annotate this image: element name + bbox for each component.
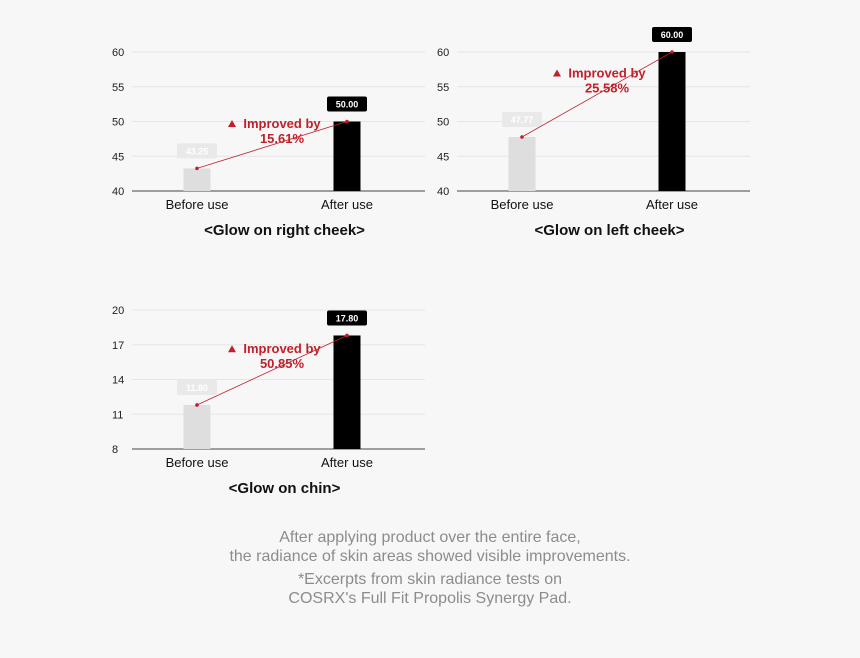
value-badge — [652, 27, 692, 42]
y-tick-label: 40 — [437, 186, 449, 198]
y-tick-label: 60 — [437, 47, 449, 59]
value-badge — [177, 143, 217, 159]
value-badge — [327, 310, 367, 326]
bar-after — [333, 121, 361, 191]
y-tick-label: 45 — [437, 151, 449, 163]
y-tick-label: 8 — [112, 444, 118, 456]
y-tick-label: 60 — [112, 47, 124, 59]
chart-left-cheek: 40 45 50 55 60 Before use After use 47.77 60.00 I… — [425, 20, 765, 246]
footer-line-4: COSRX's Full Fit Propolis Synergy Pad. — [288, 590, 572, 607]
value-badge — [502, 111, 542, 127]
y-tick-label: 55 — [112, 82, 124, 94]
up-arrow-icon — [228, 119, 236, 127]
value-dot — [195, 166, 199, 171]
chart-svg: 8 11 14 17 20 Before use After use 11.80 17.80 Im… — [112, 305, 425, 497]
value-dot — [195, 403, 199, 407]
up-arrow-icon — [553, 69, 561, 77]
x-tick-label: Before use — [166, 455, 229, 470]
value-label: 11.80 — [186, 383, 208, 393]
y-tick-label: 55 — [437, 82, 449, 94]
footer-note: After applying product over the entire f… — [0, 528, 860, 608]
y-tick-label: 50 — [112, 117, 124, 129]
value-badge — [177, 379, 217, 395]
chart-title: <Glow on chin> — [229, 480, 341, 497]
value-label: 43.25 — [186, 146, 209, 156]
x-tick-label: After use — [646, 197, 698, 212]
x-tick-label: After use — [321, 197, 373, 212]
x-tick-label: Before use — [166, 197, 229, 212]
y-tick-label: 11 — [112, 409, 123, 421]
chart-title: <Glow on left cheek> — [534, 222, 684, 239]
y-tick-label: 45 — [112, 151, 124, 163]
chart-svg: 40 45 50 55 60 Before use After use 47.77 60.00 I… — [437, 27, 750, 239]
improvement-label: Improved by — [568, 65, 646, 80]
bar-after — [658, 52, 686, 191]
x-tick-label: Before use — [491, 197, 554, 212]
chart-title: <Glow on right cheek> — [204, 222, 365, 239]
footer-line-2: the radiance of skin areas showed visibl… — [229, 548, 631, 565]
trend-line — [521, 51, 673, 138]
value-label: 50.00 — [336, 100, 359, 110]
bar-before — [183, 404, 211, 449]
value-badge — [327, 96, 367, 112]
footer-line-1: After applying product over the entire f… — [279, 529, 581, 546]
chart-chin: 8 11 14 17 20 Before use After use 11.80 17.80 Im… — [100, 296, 440, 506]
improvement-value: 50.85% — [260, 356, 305, 371]
y-tick-label: 50 — [437, 117, 449, 129]
improvement-label: Improved by — [243, 341, 321, 356]
trend-line — [196, 121, 348, 169]
y-tick-label: 20 — [112, 305, 124, 317]
chart-right-cheek: 40 45 50 55 60 Before use After use 43.25 50.00 I… — [100, 36, 440, 246]
y-tick-label: 40 — [112, 186, 124, 198]
chart-svg: 40 45 50 55 60 Before use After use 43.25 50.00 I… — [112, 47, 425, 239]
value-label: 60.00 — [661, 30, 684, 40]
value-label: 47.77 — [511, 115, 534, 125]
footer-line-3: *Excerpts from skin radiance tests on — [297, 571, 563, 588]
bar-after — [333, 335, 361, 449]
value-label: 17.80 — [336, 313, 359, 323]
trend-line — [196, 335, 348, 406]
improvement-value: 25.58% — [585, 80, 630, 95]
bar-before — [508, 136, 536, 191]
x-tick-label: After use — [321, 455, 373, 470]
up-arrow-icon — [228, 345, 236, 353]
y-tick-label: 17 — [112, 340, 124, 352]
bar-before — [183, 168, 211, 191]
y-tick-label: 14 — [112, 375, 124, 387]
improvement-label: Improved by — [243, 116, 321, 131]
improvement-value: 15.61% — [260, 131, 305, 146]
